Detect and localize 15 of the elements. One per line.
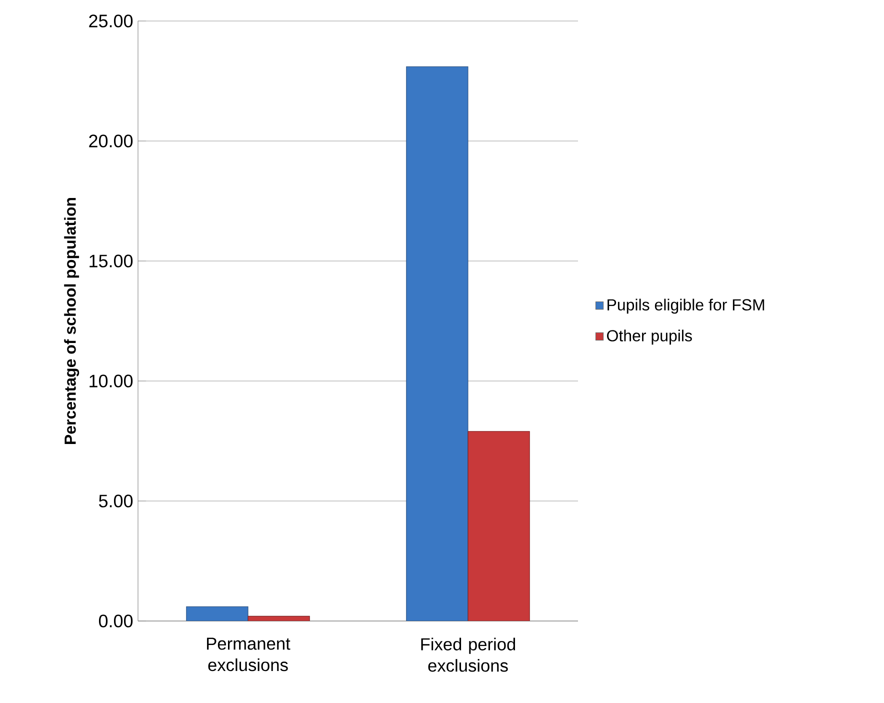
y-tick-label: 25.00	[89, 14, 133, 28]
bar	[186, 606, 248, 621]
y-axis-title: Percentage of school population	[64, 198, 80, 444]
y-tick-label: 20.00	[89, 134, 133, 148]
legend-label: Pupils eligible for FSM	[608, 298, 764, 314]
legend-label: Other pupils	[607, 330, 692, 345]
bar	[406, 66, 468, 621]
x-tick-label: Permanent exclusions	[207, 638, 290, 672]
y-tick-label: 0.00	[98, 614, 133, 628]
bar	[468, 431, 530, 621]
x-tick-label: Fixed period exclusions	[421, 638, 516, 672]
y-tick-label: 10.00	[90, 374, 133, 388]
y-tick-label: 5.00	[98, 494, 133, 508]
bar	[248, 616, 310, 621]
y-tick-label: 15.00	[90, 254, 133, 268]
